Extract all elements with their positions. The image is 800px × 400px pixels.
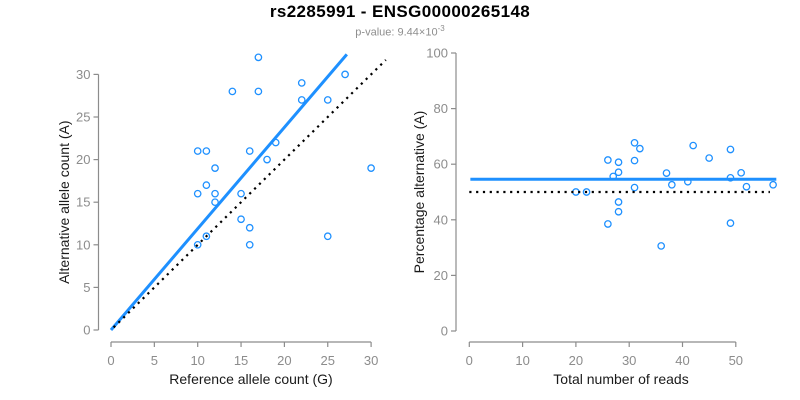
y-tick-label: 10 xyxy=(76,237,90,252)
x-tick-label: 50 xyxy=(729,353,743,368)
x-tick-label: 30 xyxy=(622,353,636,368)
data-point xyxy=(341,70,349,79)
y-tick-label: 30 xyxy=(76,67,90,82)
data-point xyxy=(211,198,219,207)
data-point xyxy=(228,87,237,96)
data-point xyxy=(662,169,671,177)
data-point xyxy=(614,207,623,216)
y-tick-label: 80 xyxy=(434,101,448,116)
pvalue-text: p-value: 9.44×10 xyxy=(355,26,438,39)
data-point xyxy=(614,198,623,206)
data-point xyxy=(193,147,202,155)
y-tick-label: 0 xyxy=(441,324,448,339)
data-point xyxy=(667,180,676,189)
x-axis-title: Reference allele count (G) xyxy=(169,371,332,387)
x-axis-title: Total number of reads xyxy=(553,371,688,387)
data-point xyxy=(297,96,306,104)
data-point xyxy=(245,240,254,249)
data-point xyxy=(263,155,271,164)
data-point xyxy=(614,158,623,167)
x-tick-label: 0 xyxy=(107,353,114,368)
x-tick-label: 40 xyxy=(675,353,689,368)
data-point xyxy=(193,240,202,249)
x-tick-label: 25 xyxy=(321,353,335,368)
data-point xyxy=(726,219,735,227)
y-tick-label: 5 xyxy=(83,280,90,295)
data-point xyxy=(630,138,639,147)
data-point xyxy=(630,183,639,192)
fit-line xyxy=(109,53,348,331)
x-tick-label: 10 xyxy=(515,353,529,368)
data-point xyxy=(245,147,254,155)
x-tick-label: 20 xyxy=(569,353,583,368)
figure-title: rs2285991 - ENSG00000265148 xyxy=(269,2,531,21)
data-point xyxy=(582,188,591,196)
data-point xyxy=(297,79,306,87)
reads-percentage-scatter: 0 20 40 60 80 100 0 10 20 30 40 50 Total number of r… xyxy=(411,46,777,387)
data-point xyxy=(237,215,245,224)
data-point xyxy=(705,154,714,162)
y-tick-label: 20 xyxy=(434,268,448,283)
y-axis-title: Alternative allele count (A) xyxy=(56,120,72,283)
y-tick-label: 60 xyxy=(434,157,448,172)
y-axis-title: Percentage alternative (A) xyxy=(411,111,427,274)
y-tick-label: 20 xyxy=(76,152,90,167)
data-point xyxy=(193,189,202,198)
y-tick-label: 15 xyxy=(76,195,90,210)
x-tick-label: 15 xyxy=(234,353,248,368)
data-point xyxy=(245,223,254,232)
data-point xyxy=(367,164,375,172)
identity-line xyxy=(112,59,387,329)
data-point xyxy=(726,145,735,154)
x-tick-label: 5 xyxy=(151,353,158,368)
y-tick-label: 25 xyxy=(76,110,90,125)
data-point xyxy=(737,168,745,177)
x-tick-label: 20 xyxy=(277,353,291,368)
pvalue-exponent: -3 xyxy=(437,24,445,33)
data-point xyxy=(202,181,211,190)
data-point xyxy=(614,168,623,177)
data-point xyxy=(254,53,263,62)
data-point xyxy=(323,96,332,104)
data-point xyxy=(202,232,211,241)
y-tick-label: 100 xyxy=(426,46,448,61)
figure-subtitle: p-value: 9.44×10-3 xyxy=(0,24,800,39)
data-point xyxy=(211,164,219,172)
data-point xyxy=(636,144,644,153)
y-tick-label: 0 xyxy=(83,323,90,338)
data-point xyxy=(689,141,698,150)
y-tick-label: 40 xyxy=(434,212,448,227)
data-point xyxy=(202,147,211,155)
data-point xyxy=(211,189,219,198)
x-tick-label: 30 xyxy=(364,353,378,368)
data-point xyxy=(604,220,612,228)
data-point xyxy=(604,156,612,164)
x-tick-label: 0 xyxy=(466,353,473,368)
ref-alt-count-scatter: 0 5 10 15 20 25 30 0 5 10 15 20 25 30 Reference allele… xyxy=(56,53,387,387)
data-point xyxy=(237,189,245,198)
data-point xyxy=(657,242,666,250)
data-point xyxy=(323,232,332,241)
x-tick-label: 10 xyxy=(190,353,204,368)
data-point xyxy=(630,156,639,165)
data-point xyxy=(254,87,263,96)
data-point xyxy=(769,180,777,189)
data-point xyxy=(742,182,751,191)
